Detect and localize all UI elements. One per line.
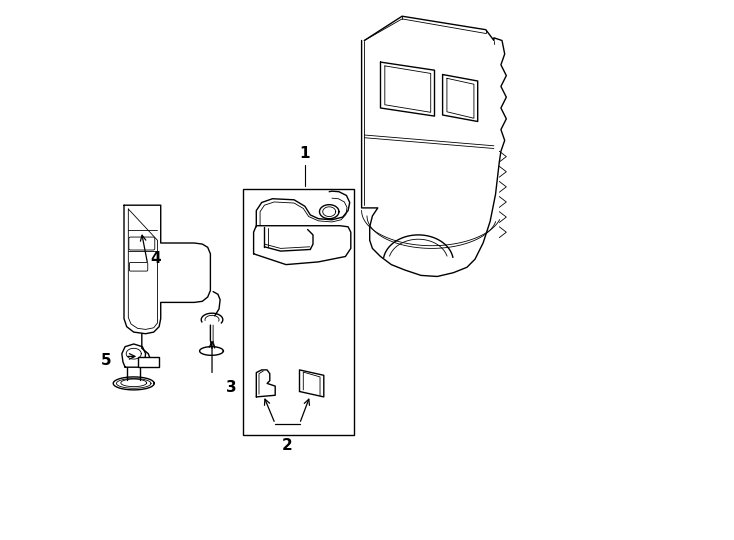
Bar bbox=[137, 357, 159, 367]
Text: 1: 1 bbox=[299, 146, 310, 161]
Bar bbox=[243, 189, 354, 435]
Text: 5: 5 bbox=[101, 353, 111, 368]
Text: 3: 3 bbox=[225, 380, 236, 395]
Text: 4: 4 bbox=[150, 251, 161, 266]
FancyBboxPatch shape bbox=[129, 237, 155, 250]
Text: 2: 2 bbox=[282, 438, 292, 453]
FancyBboxPatch shape bbox=[129, 262, 148, 271]
